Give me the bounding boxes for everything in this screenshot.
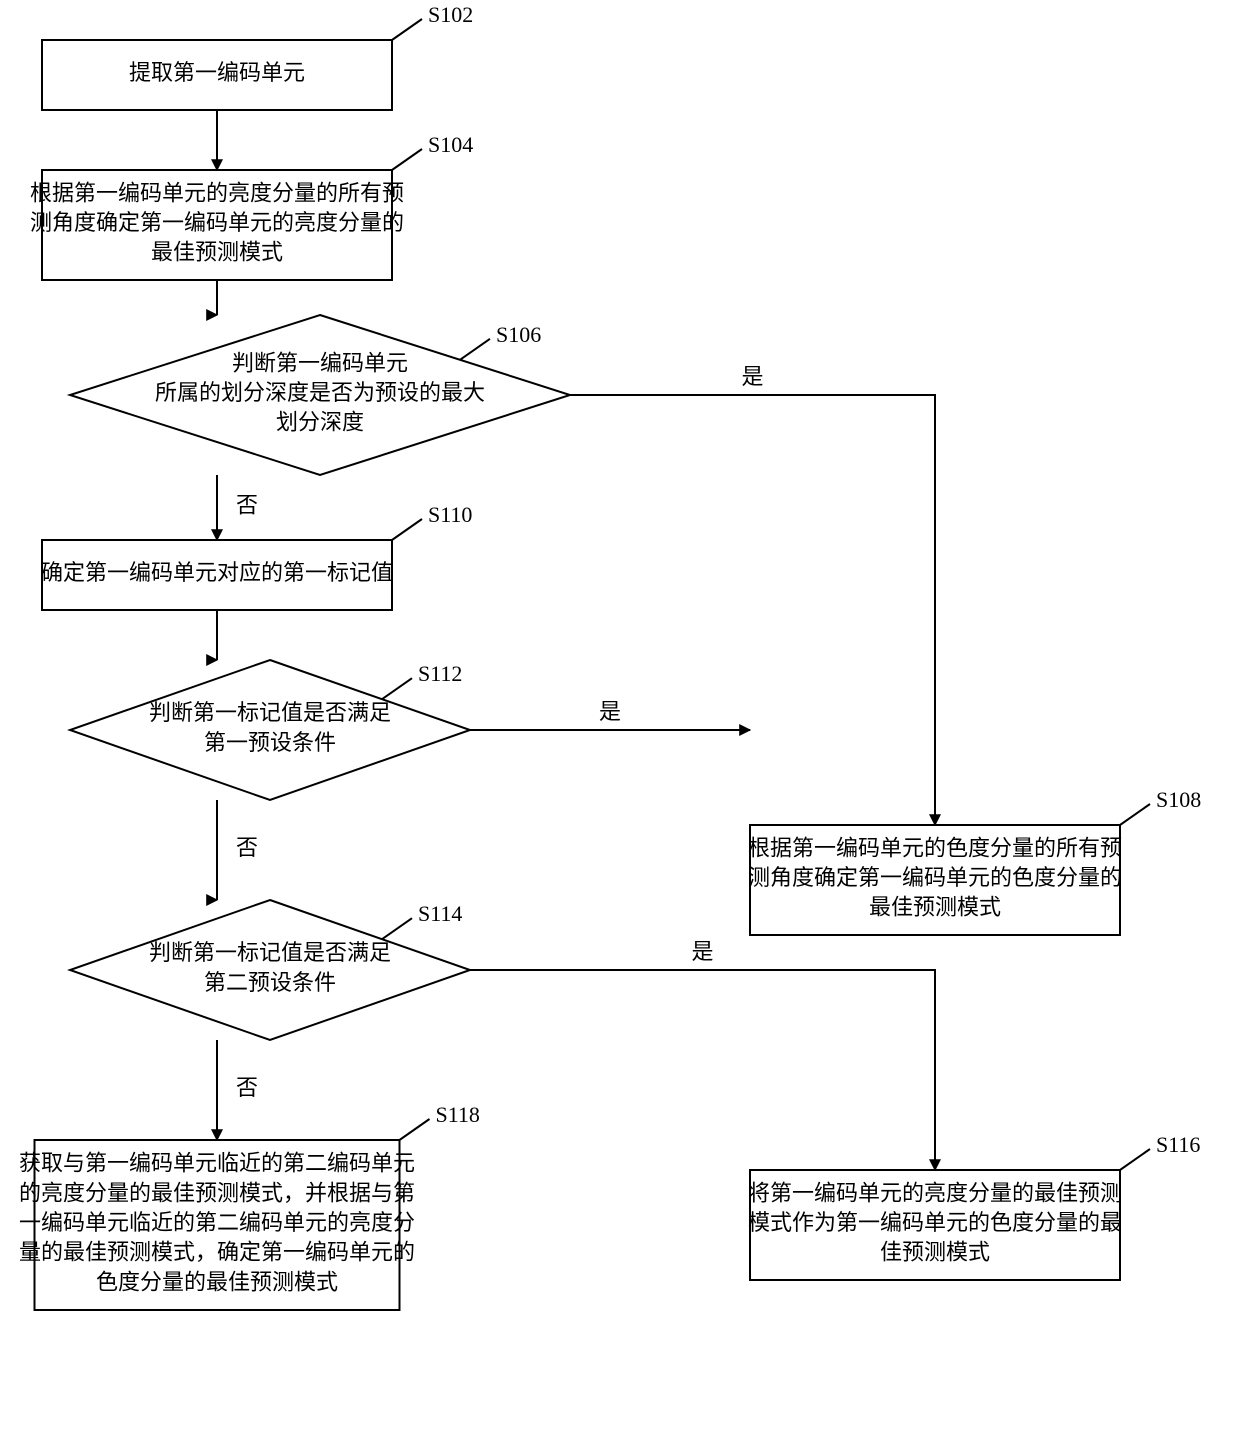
node-s108-line-1: 测角度确定第一编码单元的色度分量的 [748,865,1122,890]
node-s112-label: S112 [418,661,462,686]
node-s110-line-0: 确定第一编码单元对应的第一标记值 [41,560,393,585]
node-s116-line-1: 模式作为第一编码单元的色度分量的最 [748,1210,1122,1235]
edge-s114-s116 [470,970,935,1170]
node-s106-line-0: 判断第一编码单元 [232,350,408,375]
node-s118-line-1: 的亮度分量的最佳预测模式，并根据与第 [19,1180,415,1205]
node-s102: 提取第一编码单元 S102 [42,2,473,110]
node-s104-line-1: 测角度确定第一编码单元的亮度分量的 [30,210,404,235]
node-s104-line-0: 根据第一编码单元的亮度分量的所有预 [30,180,404,205]
node-s112-line-1: 第一预设条件 [204,730,336,755]
node-s102-line-0: 提取第一编码单元 [129,60,305,85]
node-s104: 根据第一编码单元的亮度分量的所有预测角度确定第一编码单元的亮度分量的最佳预测模式… [30,132,473,280]
node-s108-label: S108 [1156,787,1201,812]
node-s106-line-1: 所属的划分深度是否为预设的最大 [155,380,485,405]
node-s114: 判断第一标记值是否满足第二预设条件 S114 [70,900,470,1040]
edge-label-s106-s110: 否 [236,493,258,518]
node-s118: 获取与第一编码单元临近的第二编码单元的亮度分量的最佳预测模式，并根据与第一编码单… [19,1102,480,1310]
edge-label-s106-s108: 是 [741,364,763,389]
node-s116-line-2: 佳预测模式 [880,1240,990,1265]
node-s118-line-0: 获取与第一编码单元临近的第二编码单元 [19,1151,415,1176]
node-s114-label: S114 [418,901,462,926]
node-s112: 判断第一标记值是否满足第一预设条件 S112 [70,660,470,800]
node-s110-label: S110 [428,502,472,527]
node-s106: 判断第一编码单元所属的划分深度是否为预设的最大划分深度 S106 [70,315,570,475]
edge-label-s114-s118: 否 [236,1075,258,1100]
node-s118-line-4: 色度分量的最佳预测模式 [96,1269,338,1294]
node-s114-line-0: 判断第一标记值是否满足 [149,940,391,965]
node-s108: 根据第一编码单元的色度分量的所有预测角度确定第一编码单元的色度分量的最佳预测模式… [748,787,1201,935]
edge-label-s112-s108: 是 [599,699,621,724]
node-s106-line-2: 划分深度 [276,410,364,435]
edge-label-s114-s116: 是 [691,939,713,964]
node-s104-label: S104 [428,132,473,157]
node-s118-line-3: 量的最佳预测模式，确定第一编码单元的 [19,1240,415,1265]
node-s112-line-0: 判断第一标记值是否满足 [149,700,391,725]
edge-s106-s108 [570,395,935,825]
node-s118-line-2: 一编码单元临近的第二编码单元的亮度分 [19,1210,415,1235]
node-s118-label: S118 [436,1102,480,1127]
node-s116-label: S116 [1156,1132,1200,1157]
node-s116-line-0: 将第一编码单元的亮度分量的最佳预测 [748,1180,1122,1205]
node-s114-line-1: 第二预设条件 [204,970,336,995]
node-s102-label: S102 [428,2,473,27]
node-s108-line-0: 根据第一编码单元的色度分量的所有预 [748,835,1122,860]
flowchart-canvas: 提取第一编码单元S102根据第一编码单元的亮度分量的所有预测角度确定第一编码单元… [0,0,1240,1432]
edge-label-s112-s114: 否 [236,835,258,860]
node-s108-line-2: 最佳预测模式 [869,895,1001,920]
node-s106-label: S106 [496,322,541,347]
node-s110: 确定第一编码单元对应的第一标记值 S110 [41,502,472,610]
node-s116: 将第一编码单元的亮度分量的最佳预测模式作为第一编码单元的色度分量的最佳预测模式 S… [748,1132,1200,1280]
node-s104-line-2: 最佳预测模式 [151,240,283,265]
